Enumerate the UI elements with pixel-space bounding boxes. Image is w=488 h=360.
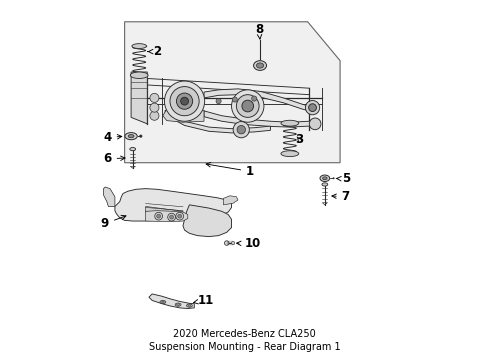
Polygon shape [131,72,147,124]
Circle shape [233,122,249,138]
Circle shape [309,118,320,130]
Circle shape [224,241,228,246]
Text: 5: 5 [335,172,349,185]
Text: 4: 4 [103,131,122,144]
Circle shape [150,103,159,112]
Text: 7: 7 [331,190,349,203]
Text: 2: 2 [147,45,161,58]
Circle shape [156,214,160,218]
Polygon shape [223,196,238,205]
Circle shape [180,97,188,105]
Text: 8: 8 [254,23,263,39]
Polygon shape [124,22,339,163]
Polygon shape [145,211,187,222]
Ellipse shape [160,300,165,304]
Ellipse shape [176,304,179,305]
Ellipse shape [130,72,148,78]
Polygon shape [203,111,315,127]
Circle shape [237,126,245,134]
Circle shape [231,242,234,245]
Circle shape [176,212,183,220]
Circle shape [216,99,221,104]
Ellipse shape [322,177,326,180]
Ellipse shape [175,303,181,306]
Circle shape [305,100,319,115]
Text: 11: 11 [193,294,213,307]
Ellipse shape [253,60,266,71]
Ellipse shape [132,44,146,49]
Polygon shape [103,187,115,207]
Circle shape [150,93,159,103]
Ellipse shape [186,304,192,307]
Ellipse shape [281,120,298,126]
Circle shape [308,104,316,112]
Ellipse shape [319,175,329,181]
Polygon shape [149,294,194,309]
Polygon shape [115,189,231,221]
Ellipse shape [128,135,134,138]
Text: 9: 9 [101,215,126,230]
Circle shape [167,213,175,221]
Ellipse shape [321,183,327,186]
Text: 10: 10 [236,237,260,250]
Circle shape [178,214,181,218]
Text: 6: 6 [103,152,125,165]
Polygon shape [163,109,203,122]
Circle shape [150,111,159,120]
Circle shape [170,87,199,116]
Polygon shape [183,205,231,237]
Circle shape [154,212,162,220]
Text: 1: 1 [206,163,254,178]
Circle shape [176,93,192,109]
Circle shape [242,100,253,112]
Circle shape [251,96,256,101]
Polygon shape [203,89,309,111]
Circle shape [236,95,259,117]
Text: 3: 3 [294,132,302,145]
Circle shape [231,90,264,122]
Ellipse shape [281,151,298,157]
Circle shape [169,215,173,219]
Circle shape [232,97,237,102]
Polygon shape [145,207,183,216]
Polygon shape [165,110,270,133]
Circle shape [332,177,334,179]
Circle shape [139,135,142,138]
Ellipse shape [129,148,135,151]
Text: 2020 Mercedes-Benz CLA250
Suspension Mounting - Rear Diagram 1: 2020 Mercedes-Benz CLA250 Suspension Mou… [148,329,340,352]
Ellipse shape [256,63,263,68]
Ellipse shape [161,301,164,303]
Ellipse shape [187,305,190,306]
Circle shape [164,81,204,121]
Ellipse shape [125,132,137,140]
